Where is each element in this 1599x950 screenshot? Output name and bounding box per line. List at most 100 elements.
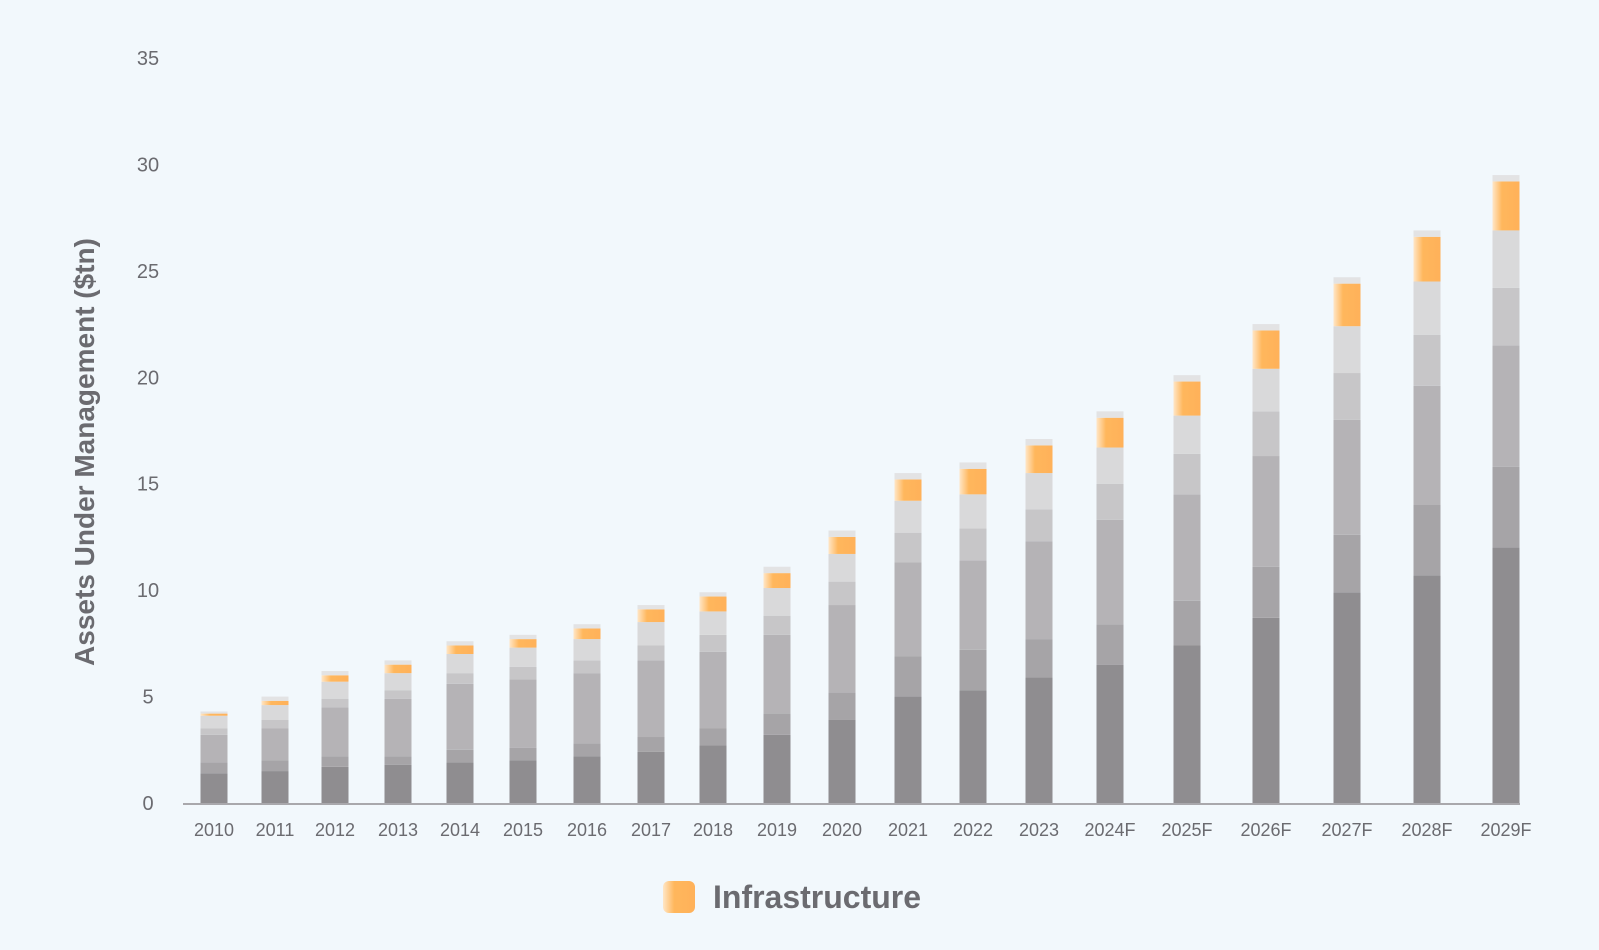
bar-segment-segment-2[interactable] (1096, 624, 1124, 665)
bar-segment-segment-2[interactable] (321, 756, 349, 767)
bar-segment-infrastructure[interactable] (894, 479, 922, 501)
bar-segment-segment-7[interactable] (1025, 439, 1053, 446)
bar-segment-segment-3[interactable] (446, 683, 474, 750)
bar-segment-segment-3[interactable] (1096, 519, 1124, 625)
bar-segment-infrastructure[interactable] (261, 700, 289, 706)
bar-segment-segment-4[interactable] (446, 673, 474, 684)
bar-segment-segment-5[interactable] (959, 494, 987, 529)
bar-segment-segment-1[interactable] (828, 719, 856, 803)
bar-segment-segment-4[interactable] (1413, 334, 1441, 386)
bar-segment-segment-4[interactable] (763, 615, 791, 635)
bar-segment-segment-2[interactable] (1333, 534, 1361, 593)
bar-segment-segment-4[interactable] (1173, 453, 1201, 495)
bar-segment-infrastructure[interactable] (699, 596, 727, 612)
bar-segment-segment-3[interactable] (894, 562, 922, 657)
bar-segment-segment-3[interactable] (699, 651, 727, 729)
bar-segment-segment-4[interactable] (894, 532, 922, 563)
legend[interactable]: Infrastructure (663, 879, 921, 915)
bar-segment-segment-7[interactable] (573, 624, 601, 629)
bar-segment-segment-5[interactable] (321, 681, 349, 699)
bar-segment-infrastructure[interactable] (446, 645, 474, 654)
bar-segment-segment-5[interactable] (384, 673, 412, 691)
bar-segment-segment-4[interactable] (699, 634, 727, 652)
bar-segment-segment-7[interactable] (763, 566, 791, 574)
bar-segment-segment-7[interactable] (1173, 375, 1201, 382)
bar-segment-segment-1[interactable] (1492, 547, 1520, 803)
bar-segment-segment-7[interactable] (200, 711, 228, 714)
bar-segment-segment-1[interactable] (200, 773, 228, 803)
bar-segment-segment-1[interactable] (1333, 592, 1361, 803)
bar-segment-segment-7[interactable] (1492, 175, 1520, 182)
bar-segment-segment-1[interactable] (1096, 664, 1124, 803)
bar-segment-segment-5[interactable] (573, 639, 601, 661)
bar-segment-segment-2[interactable] (200, 762, 228, 774)
bar-segment-segment-2[interactable] (894, 656, 922, 697)
bar-segment-segment-5[interactable] (200, 715, 228, 729)
bar-segment-segment-1[interactable] (509, 760, 537, 803)
bar-segment-segment-3[interactable] (509, 679, 537, 748)
bar-segment-segment-4[interactable] (828, 581, 856, 606)
bar-segment-segment-7[interactable] (1413, 230, 1441, 237)
bar-segment-infrastructure[interactable] (509, 639, 537, 648)
bar-segment-segment-2[interactable] (1025, 639, 1053, 678)
bar-segment-segment-1[interactable] (637, 751, 665, 803)
bar-segment-segment-3[interactable] (1333, 419, 1361, 535)
bar-segment-infrastructure[interactable] (573, 628, 601, 640)
bar-segment-segment-7[interactable] (637, 605, 665, 610)
bar-segment-segment-1[interactable] (763, 734, 791, 803)
bar-segment-segment-3[interactable] (763, 634, 791, 714)
bar-segment-segment-2[interactable] (763, 713, 791, 735)
bar-segment-segment-2[interactable] (959, 649, 987, 691)
bar-segment-segment-5[interactable] (1252, 368, 1280, 412)
bar-segment-segment-5[interactable] (1096, 447, 1124, 484)
bar-segment-segment-1[interactable] (1173, 645, 1201, 803)
bar-segment-segment-5[interactable] (828, 553, 856, 582)
bar-segment-infrastructure[interactable] (959, 468, 987, 495)
bar-segment-segment-3[interactable] (1492, 345, 1520, 467)
bar-segment-segment-1[interactable] (1413, 575, 1441, 803)
bar-segment-segment-7[interactable] (384, 660, 412, 665)
bar-segment-segment-5[interactable] (509, 647, 537, 667)
bar-segment-segment-1[interactable] (699, 745, 727, 803)
bar-segment-segment-4[interactable] (1096, 483, 1124, 520)
bar-segment-infrastructure[interactable] (1173, 381, 1201, 416)
bar-segment-segment-4[interactable] (1333, 373, 1361, 420)
bar-segment-infrastructure[interactable] (1096, 417, 1124, 448)
bar-segment-segment-4[interactable] (321, 698, 349, 708)
bar-segment-segment-1[interactable] (384, 764, 412, 803)
bar-segment-segment-2[interactable] (1492, 466, 1520, 548)
bar-segment-segment-4[interactable] (384, 690, 412, 699)
bar-segment-segment-1[interactable] (1252, 617, 1280, 803)
bar-segment-segment-1[interactable] (894, 696, 922, 803)
bar-segment-segment-2[interactable] (261, 760, 289, 772)
bar-segment-segment-4[interactable] (959, 528, 987, 561)
bar-segment-segment-1[interactable] (446, 762, 474, 803)
bar-segment-segment-7[interactable] (261, 696, 289, 701)
bar-segment-segment-7[interactable] (321, 671, 349, 676)
bar-segment-segment-3[interactable] (321, 707, 349, 757)
bar-segment-infrastructure[interactable] (637, 609, 665, 623)
bar-segment-segment-3[interactable] (261, 728, 289, 761)
bar-segment-infrastructure[interactable] (1025, 445, 1053, 474)
bar-segment-segment-2[interactable] (446, 749, 474, 763)
bar-segment-segment-5[interactable] (1413, 281, 1441, 335)
bar-segment-infrastructure[interactable] (1413, 236, 1441, 282)
bar-segment-segment-7[interactable] (699, 592, 727, 597)
bar-segment-segment-1[interactable] (321, 766, 349, 803)
bar-segment-segment-1[interactable] (1025, 677, 1053, 803)
bar-segment-infrastructure[interactable] (1252, 330, 1280, 369)
bar-segment-segment-4[interactable] (1025, 509, 1053, 542)
bar-segment-segment-2[interactable] (573, 743, 601, 757)
bar-segment-segment-2[interactable] (1173, 600, 1201, 646)
bar-segment-infrastructure[interactable] (763, 573, 791, 589)
bar-segment-segment-2[interactable] (1413, 505, 1441, 576)
bar-segment-segment-1[interactable] (959, 690, 987, 803)
bar-segment-segment-4[interactable] (261, 719, 289, 729)
bar-segment-segment-2[interactable] (828, 692, 856, 720)
bar-segment-segment-2[interactable] (637, 737, 665, 752)
bar-segment-segment-3[interactable] (573, 673, 601, 744)
bar-segment-infrastructure[interactable] (321, 675, 349, 682)
bar-segment-segment-7[interactable] (446, 641, 474, 646)
bar-segment-segment-1[interactable] (573, 756, 601, 803)
bar-segment-segment-5[interactable] (763, 588, 791, 616)
